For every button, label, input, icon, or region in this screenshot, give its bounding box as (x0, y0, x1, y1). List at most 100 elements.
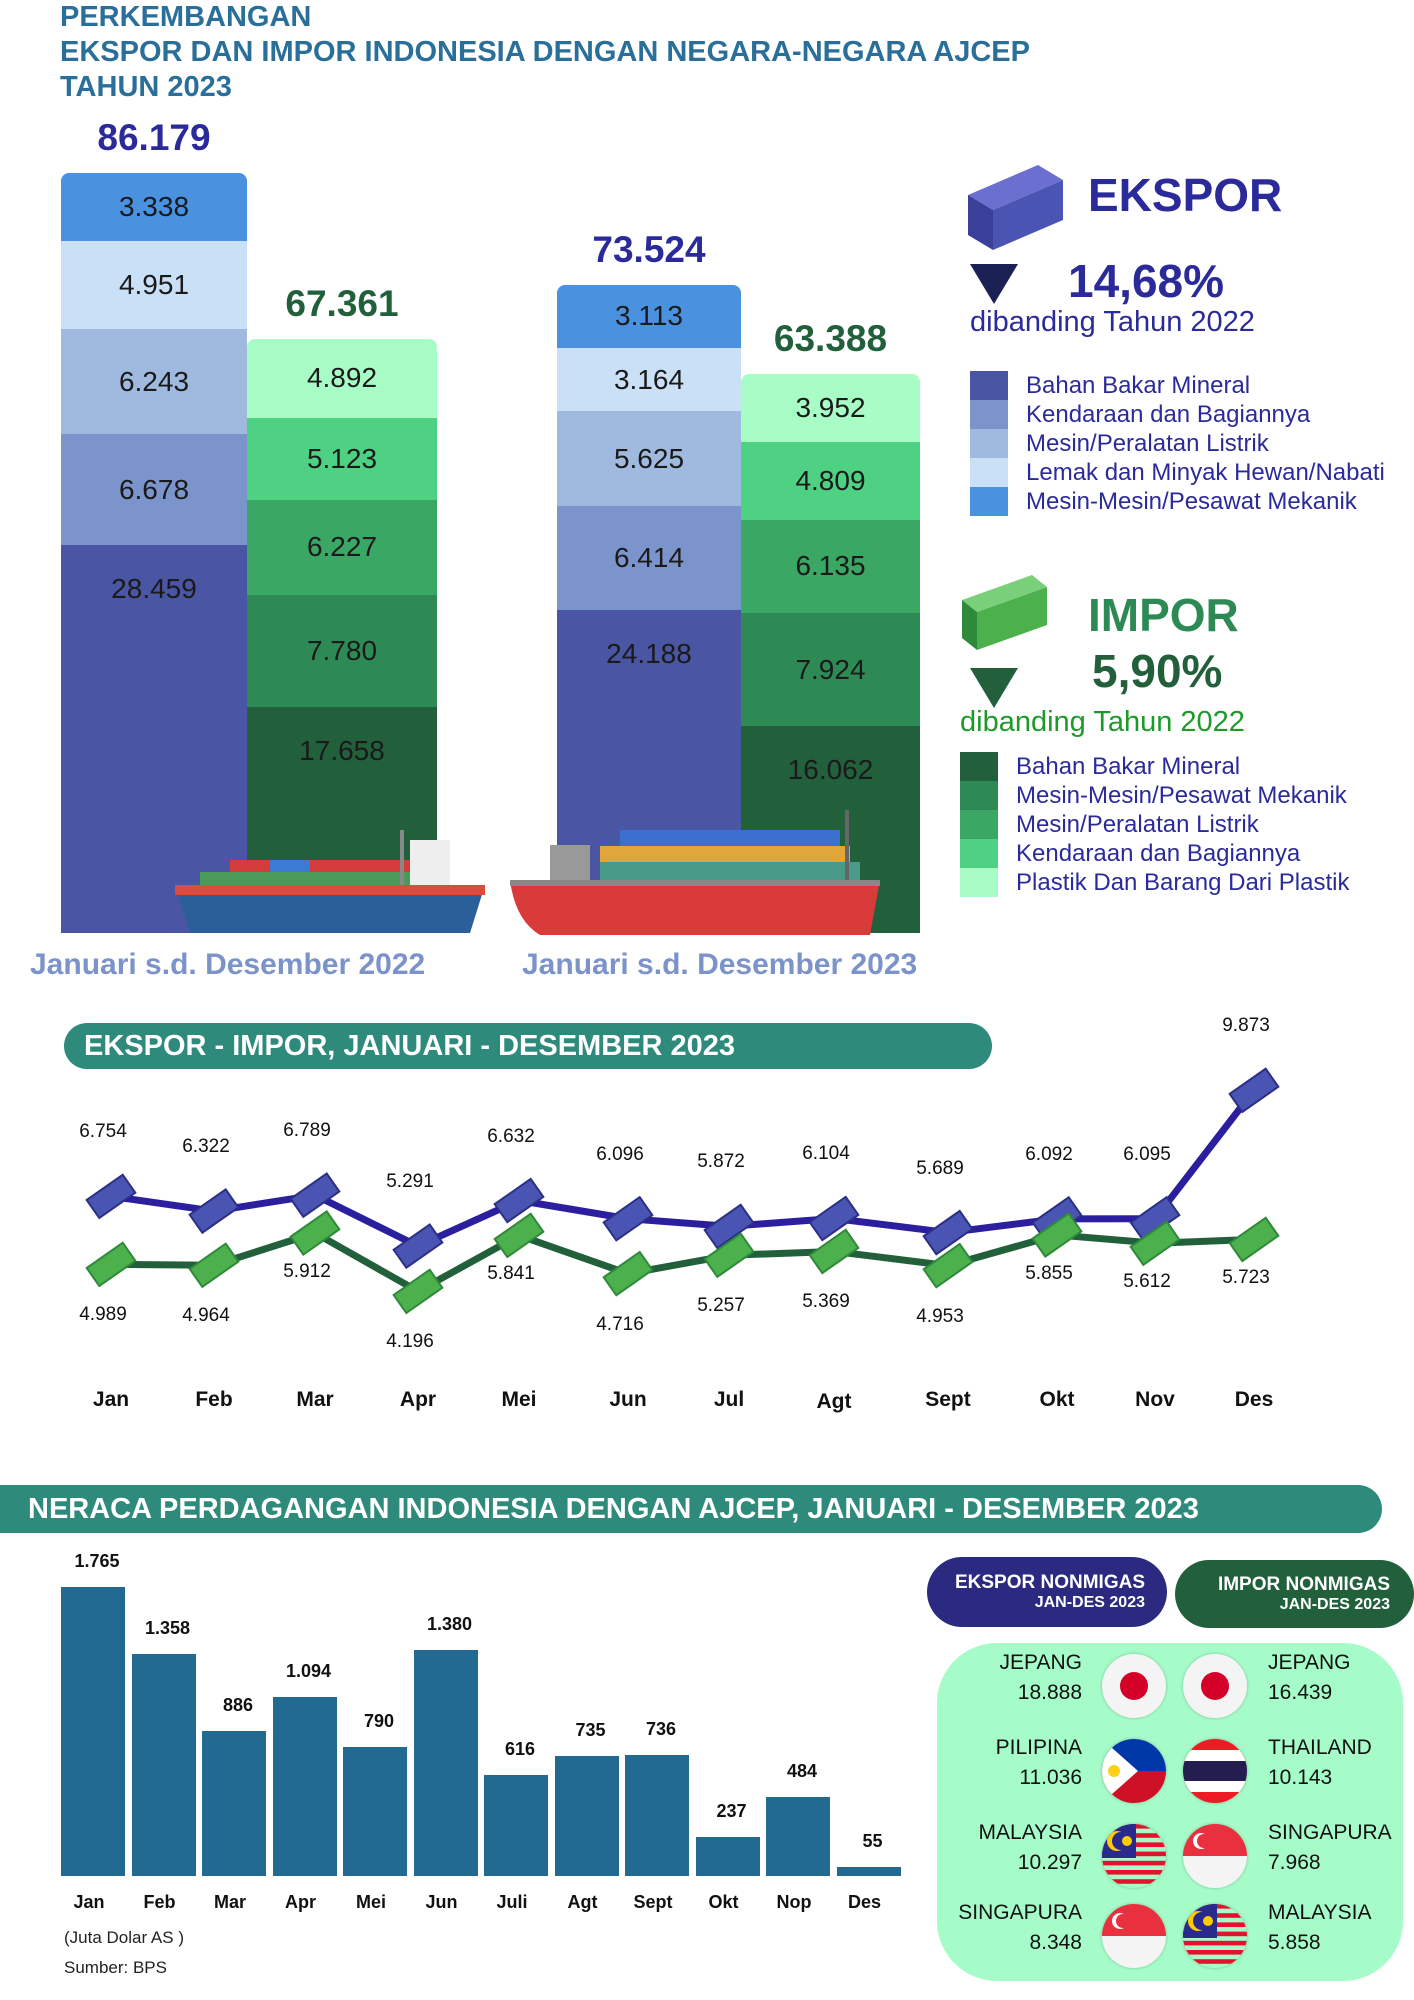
ekspor-value-label: 5.689 (916, 1157, 964, 1179)
month-label: Des (1234, 1388, 1274, 1411)
impor-value-label: 4.989 (79, 1304, 127, 1326)
down-arrow-icon (970, 668, 1018, 708)
bar-segment: 4.951 (61, 240, 247, 330)
bar-month-label: Juli (496, 1892, 528, 1912)
bar-value-label: 1.094 (285, 1660, 332, 1681)
ekspor-value-label: 5.291 (386, 1171, 434, 1193)
container-marker-icon (808, 1195, 860, 1242)
container-marker-icon (1031, 1211, 1083, 1258)
bar-value-label: 237 (716, 1801, 747, 1822)
container-marker-icon (85, 1241, 137, 1288)
container-body (188, 1242, 240, 1289)
flag-part (1183, 1761, 1247, 1781)
bar-month-label: Okt (708, 1892, 739, 1912)
bar-total: 63.388 (773, 317, 888, 359)
country-value: 7.968 (1268, 1851, 1321, 1874)
container-body (392, 1268, 444, 1315)
country-name: MALAYSIA (1268, 1901, 1372, 1924)
bar-segment: 3.338 (61, 172, 247, 241)
bar-segment: 7.924 (741, 612, 920, 727)
legend-item: Mesin-Mesin/Pesawat Mekanik (970, 487, 1385, 516)
country-name: THAILAND (1268, 1736, 1372, 1759)
bar-month-label: Feb (143, 1892, 176, 1912)
bar-segment: 3.113 (557, 284, 741, 348)
bar-value-label: 1.765 (74, 1551, 120, 1571)
legend-swatch (960, 810, 998, 839)
container-body (1228, 1067, 1280, 1114)
ekspor-country-item: MALAYSIA 10.297 (979, 1818, 1082, 1878)
ekspor-compare: dibanding Tahun 2022 (970, 306, 1255, 338)
flag-part (1102, 1870, 1166, 1875)
bar-segment: 7.780 (247, 594, 437, 707)
bar-month-label: Mar (213, 1892, 247, 1912)
container-body (289, 1172, 341, 1219)
bar-chart-title: NERACA PERDAGANGAN INDONESIA DENGAN AJCE… (0, 1485, 1382, 1533)
bar (625, 1755, 689, 1876)
ekspor-value-label: 6.789 (283, 1120, 331, 1142)
container-body (1129, 1220, 1181, 1267)
legend-label: Bahan Bakar Mineral (1026, 371, 1251, 399)
container-body (808, 1195, 860, 1242)
source-note: Sumber: BPS (64, 1958, 167, 1977)
bar-segment: 6.227 (247, 499, 437, 595)
month-label: Apr (399, 1388, 437, 1411)
bar-value-label: 735 (575, 1719, 606, 1740)
month-label: Okt (1039, 1388, 1075, 1411)
flag-jp-icon (1183, 1654, 1247, 1718)
bar (272, 1696, 337, 1876)
impor-country-item: MALAYSIA 5.858 (1268, 1898, 1371, 1958)
down-arrow-icon (970, 264, 1018, 304)
legend-label: Bahan Bakar Mineral (1016, 752, 1241, 780)
flag-jp-icon (1102, 1654, 1166, 1718)
month-label: Agt (816, 1390, 852, 1413)
line-chart (85, 1067, 1280, 1315)
bar-segment: 3.952 (741, 373, 920, 442)
impor-value-label: 5.723 (1222, 1267, 1270, 1289)
legend-item: Bahan Bakar Mineral (970, 371, 1385, 400)
bar-value-label: 736 (645, 1719, 677, 1740)
bar-month-label: Jan (73, 1892, 105, 1912)
country-value: 10.297 (1017, 1851, 1082, 1874)
container-body (85, 1173, 137, 1220)
legend-swatch (960, 868, 998, 897)
impor-country-item: SINGAPURA 7.968 (1268, 1818, 1392, 1878)
bar (343, 1746, 407, 1876)
flag-part (1116, 1914, 1130, 1928)
country-name: PILIPINA (995, 1736, 1082, 1759)
container-marker-icon (922, 1209, 974, 1256)
bar (413, 1650, 478, 1876)
impor-pct: 5,90% (1092, 645, 1223, 697)
ekspor-value-label: 6.095 (1123, 1143, 1171, 1165)
container-marker-icon (85, 1173, 137, 1220)
container-marker-icon (392, 1268, 444, 1315)
container-marker-icon (392, 1223, 444, 1270)
green-container-icon (962, 575, 1047, 650)
legend-swatch (960, 752, 998, 781)
impor-value-label: 5.612 (1123, 1271, 1171, 1293)
month-label: Mei (501, 1388, 537, 1411)
pill-line2: JAN-DES 2023 (1034, 1594, 1145, 1611)
flag-sg-icon (1183, 1824, 1247, 1888)
impor-compare: dibanding Tahun 2022 (960, 706, 1245, 738)
bar-value-label: 1.358 (144, 1617, 191, 1638)
bar (131, 1653, 196, 1876)
container-marker-icon (703, 1203, 755, 1250)
impor-value-label: 5.912 (283, 1260, 331, 1282)
bar-value-label: 790 (363, 1710, 395, 1731)
flag-part (1183, 1940, 1247, 1946)
container-body (188, 1188, 240, 1235)
header-line3: TAHUN 2023 (60, 71, 232, 103)
header-line1: PERKEMBANGAN (60, 1, 312, 33)
bar-value-label: 616 (504, 1739, 536, 1760)
bar-segment: 4.892 (247, 338, 437, 419)
container-body (703, 1232, 755, 1279)
impor-nonmigas-pill: IMPOR NONMIGAS JAN-DES 2023 (1175, 1560, 1414, 1628)
bar-segment: 6.678 (61, 434, 247, 545)
container-marker-icon (188, 1188, 240, 1235)
legend-swatch (960, 781, 998, 810)
bar-segment: 4.809 (741, 441, 920, 520)
ekspor-value-label: 6.632 (487, 1125, 535, 1147)
legend-item: Bahan Bakar Mineral (960, 752, 1349, 781)
flag-part (1203, 1916, 1213, 1926)
flag-sg-icon (1102, 1904, 1166, 1968)
